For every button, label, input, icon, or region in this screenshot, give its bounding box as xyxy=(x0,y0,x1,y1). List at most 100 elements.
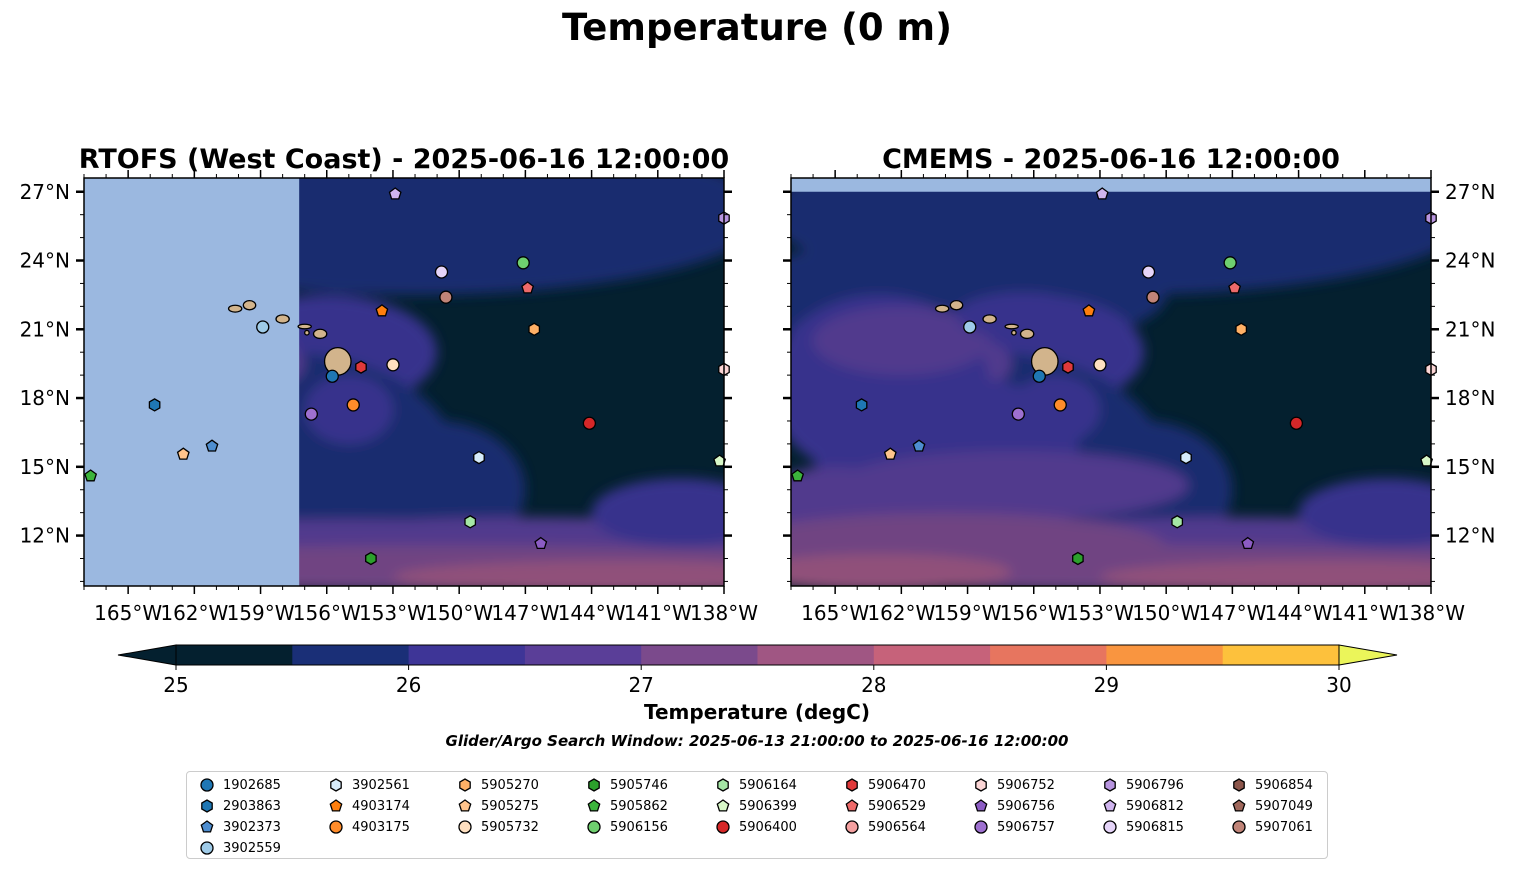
y-tick-label: 18°N xyxy=(1445,386,1495,410)
legend-marker-5906400 xyxy=(716,820,730,834)
pentagon-marker-icon xyxy=(1103,799,1117,812)
legend-label: 5906752 xyxy=(997,777,1055,793)
x-tick-label: 150°W xyxy=(425,601,493,625)
float-marker-5905862 xyxy=(791,469,805,482)
cmems-panel-title: CMEMS - 2025-06-16 12:00:00 xyxy=(882,144,1340,175)
legend-item-2903863: 2903863 xyxy=(199,796,281,816)
y-tick-label: 27°N xyxy=(20,180,70,204)
figure-title: Temperature (0 m) xyxy=(561,6,953,49)
hexagon-marker-icon xyxy=(330,778,342,792)
legend-label: 5906854 xyxy=(1255,777,1313,793)
legend-label: 3902559 xyxy=(223,840,281,856)
x-tick-label: 159°W xyxy=(227,601,295,625)
legend-item-5906796: 5906796 xyxy=(1102,775,1184,795)
legend-item-5906757: 5906757 xyxy=(973,817,1055,837)
float-marker-3902561 xyxy=(473,450,485,465)
x-tick-label: 153°W xyxy=(1066,601,1134,625)
hexagon-marker-icon xyxy=(201,799,213,813)
float-marker-2903863 xyxy=(148,398,161,412)
legend-marker-5906757 xyxy=(974,820,988,834)
hexagon-marker-icon xyxy=(588,778,600,792)
colorbar xyxy=(117,644,1398,670)
x-tick-label: 141°W xyxy=(1331,601,1399,625)
legend-label: 4903175 xyxy=(352,819,410,835)
colorbar-tick-label: 26 xyxy=(395,673,422,697)
float-marker-5907061 xyxy=(1146,290,1160,304)
legend-item-5906756: 5906756 xyxy=(973,796,1055,816)
pentagon-marker-icon xyxy=(329,799,343,812)
rtofs-panel-title: RTOFS (West Coast) - 2025-06-16 12:00:00 xyxy=(79,144,729,175)
y-tick-label: 24°N xyxy=(20,249,70,273)
legend-label: 5906757 xyxy=(997,819,1055,835)
legend-item-4903174: 4903174 xyxy=(328,796,410,816)
legend-label: 1902685 xyxy=(223,777,281,793)
float-marker-3902373 xyxy=(912,439,926,452)
legend-item-5906400: 5906400 xyxy=(715,817,797,837)
legend-marker-5906470 xyxy=(846,778,858,792)
x-tick-label: 147°W xyxy=(1198,601,1266,625)
legend-marker-3902561 xyxy=(330,778,342,792)
hexagon-marker-icon xyxy=(1104,778,1116,792)
legend-marker-3902373 xyxy=(200,820,214,833)
hexagon-marker-icon xyxy=(1233,778,1245,792)
legend-label: 5906164 xyxy=(739,777,797,793)
x-tick-label: 144°W xyxy=(1265,601,1333,625)
float-marker-5906756 xyxy=(1241,536,1255,550)
colorbar-bin xyxy=(641,645,758,665)
float-marker-3902559 xyxy=(963,320,977,334)
float-legend: 1902685 2903863 3902373 3902559 3902561 49031… xyxy=(186,771,1328,859)
pentagon-marker-icon xyxy=(587,799,601,812)
legend-item-5907049: 5907049 xyxy=(1231,796,1313,816)
float-marker-5906815 xyxy=(1141,265,1156,279)
rtofs-land-hawaii xyxy=(227,299,352,376)
legend-label: 5906400 xyxy=(739,819,797,835)
x-tick-label: 159°W xyxy=(934,601,1002,625)
legend-marker-5906796 xyxy=(1104,778,1116,792)
pentagon-marker-icon xyxy=(845,799,859,812)
legend-label: 3902373 xyxy=(223,819,281,835)
cmems-axis-ticks: 165°W162°W159°W156°W153°W150°W147°W144°W… xyxy=(783,170,1495,625)
float-marker-2903863 xyxy=(855,398,868,412)
float-marker-5906156 xyxy=(516,256,530,270)
legend-label: 5906156 xyxy=(610,819,668,835)
x-tick-label: 162°W xyxy=(160,601,228,625)
float-marker-5906400 xyxy=(1289,416,1304,430)
float-marker-5906756 xyxy=(534,536,548,550)
colorbar-bin xyxy=(524,645,642,665)
circle-marker-icon xyxy=(716,820,730,834)
rtofs-temperature-field xyxy=(84,178,724,586)
float-marker-4903175 xyxy=(346,398,360,412)
rtofs-map-frame xyxy=(83,177,725,587)
y-tick-label: 21°N xyxy=(1445,317,1495,341)
hexagon-marker-icon xyxy=(975,778,987,792)
legend-item-5907061: 5907061 xyxy=(1231,817,1313,837)
colorbar-tick-label: 25 xyxy=(163,673,189,697)
legend-label: 5905270 xyxy=(481,777,539,793)
legend-item-5905270: 5905270 xyxy=(457,775,539,795)
float-marker-5905746 xyxy=(1072,551,1084,566)
legend-item-5906812: 5906812 xyxy=(1102,796,1184,816)
legend-item-5905862: 5905862 xyxy=(586,796,668,816)
x-tick-label: 138°W xyxy=(690,601,758,625)
y-tick-label: 24°N xyxy=(1445,249,1495,273)
legend-marker-5906529 xyxy=(845,799,859,812)
legend-label: 5906812 xyxy=(1126,798,1184,814)
x-tick-label: 156°W xyxy=(293,601,361,625)
rtofs-float-markers xyxy=(84,187,730,566)
y-tick-label: 18°N xyxy=(20,386,70,410)
legend-marker-5906564 xyxy=(845,820,859,834)
circle-marker-icon xyxy=(845,820,859,834)
float-marker-5906812 xyxy=(388,187,402,200)
cmems-map-panel: 165°W162°W159°W156°W153°W150°W147°W144°W… xyxy=(783,144,1495,625)
float-marker-5906164 xyxy=(464,515,477,529)
float-marker-5905732 xyxy=(1093,358,1107,372)
legend-label: 5906399 xyxy=(739,798,797,814)
x-tick-label: 156°W xyxy=(1000,601,1068,625)
rtofs-map-panel: 165°W162°W159°W156°W153°W150°W147°W144°W… xyxy=(20,144,759,625)
legend-marker-5905270 xyxy=(459,778,471,792)
legend-label: 5906470 xyxy=(868,777,926,793)
circle-marker-icon xyxy=(1232,820,1246,834)
float-marker-4903174 xyxy=(375,304,389,317)
legend-item-3902373: 3902373 xyxy=(199,817,281,837)
